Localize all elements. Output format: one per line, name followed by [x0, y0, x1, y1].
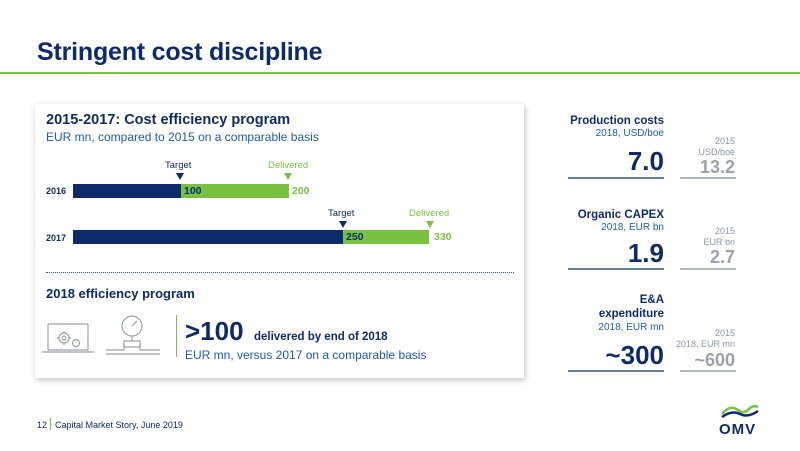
- footer-text: Capital Market Story, June 2019: [55, 420, 183, 430]
- section-divider: [46, 272, 514, 273]
- program-heading: 2015-2017: Cost efficiency program: [46, 112, 291, 128]
- year-label-2016: 2016: [46, 186, 67, 196]
- laptop-gears-icon: [42, 323, 94, 353]
- delivered-marker-2016: [284, 173, 292, 180]
- kpi-production-costs-compare-rule: [680, 177, 736, 179]
- kpi-organic-capex-compare-unit: EUR bn: [703, 237, 735, 247]
- delivered-bar-2016: [181, 184, 289, 198]
- omv-logo-mark: [720, 404, 760, 425]
- kpi-ea-compare-unit: 2018, EUR mn: [675, 339, 735, 349]
- program-subheading: EUR mn, compared to 2015 on a comparable…: [46, 130, 319, 144]
- efficiency-big-suffix: delivered by end of 2018: [254, 331, 388, 343]
- kpi-ea-compare-value: ~600: [694, 350, 735, 370]
- kpi-ea-compare-rule: [680, 370, 736, 372]
- kpi-organic-capex-compare-rule: [680, 268, 736, 270]
- year-label-2017: 2017: [46, 233, 67, 243]
- kpi-ea-rule: [568, 370, 664, 372]
- kpi-organic-capex-rule: [568, 268, 664, 270]
- target-marker-2016: [176, 173, 184, 180]
- efficiency-subtitle: EUR mn, versus 2017 on a comparable basi…: [185, 348, 427, 362]
- efficiency-icons: [40, 314, 170, 365]
- gauge-pipeline-icon: [106, 315, 160, 355]
- omv-logo-text: OMV: [719, 421, 757, 438]
- delivered-marker-label-2017: Delivered: [409, 208, 450, 219]
- target-marker-label-2016: Target: [165, 160, 192, 171]
- kpi-organic-capex-compare-value: 2.7: [709, 247, 735, 267]
- kpi-production-costs-label: Production costs: [570, 115, 664, 127]
- delivered-value-2017: 330: [434, 231, 452, 243]
- target-bar-2017: [73, 230, 343, 244]
- kpi-organic-capex-compare-year: 2015: [714, 226, 735, 236]
- target-marker-2017: [339, 221, 347, 228]
- footer-divider: [50, 418, 51, 430]
- kpi-organic-capex-value: 1.9: [627, 238, 664, 268]
- kpi-organic-capex-label: Organic CAPEX: [577, 209, 664, 221]
- kpi-production-costs-rule: [568, 177, 664, 179]
- kpi-production-costs-value: 7.0: [627, 146, 664, 176]
- page-number: 12: [37, 420, 48, 430]
- kpi-organic-capex-unit: 2018, EUR bn: [601, 222, 664, 233]
- delivered-marker-2017: [426, 221, 434, 228]
- kpi-ea-label-line1: E&A: [639, 294, 664, 306]
- highlight-divider: [176, 315, 177, 357]
- target-value-2016: 100: [184, 185, 202, 197]
- delivered-bar-2017: [343, 230, 429, 244]
- delivered-marker-label-2016: Delivered: [268, 160, 309, 171]
- target-value-2017: 250: [346, 231, 364, 243]
- kpi-production-costs-compare-unit: USD/boe: [698, 147, 735, 157]
- kpi-production-costs-compare-value: 13.2: [699, 157, 735, 177]
- efficiency-big-number: >100: [185, 316, 244, 346]
- kpi-ea-compare-year: 2015: [714, 328, 735, 338]
- kpi-production-costs-unit: 2018, USD/boe: [595, 128, 664, 139]
- kpi-production-costs-compare-year: 2015: [714, 136, 735, 146]
- kpi-ea-value: ~300: [605, 340, 664, 370]
- efficiency-heading: 2018 efficiency program: [46, 286, 195, 301]
- delivered-value-2016: 200: [292, 185, 310, 197]
- kpi-ea-unit: 2018, EUR mn: [598, 322, 664, 333]
- kpi-ea-label-line2: expenditure: [598, 308, 664, 320]
- target-marker-label-2017: Target: [328, 208, 355, 219]
- page-title: Stringent cost discipline: [37, 38, 323, 66]
- target-bar-2016: [73, 184, 181, 198]
- title-divider: [0, 72, 800, 74]
